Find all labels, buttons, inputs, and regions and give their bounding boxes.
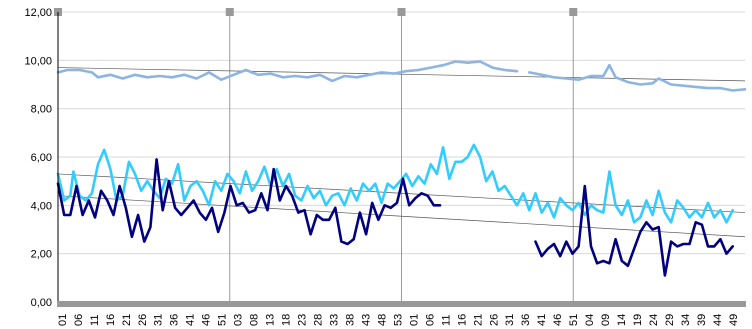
y-tick-label: 2,00 (31, 249, 52, 261)
series-b-line (56, 143, 734, 224)
x-tick-label: 19 (632, 314, 644, 326)
trend-line (57, 195, 746, 238)
x-tick-label: 16 (456, 314, 468, 326)
x-tick-label: 46 (201, 314, 213, 326)
y-tick-label: 8,00 (31, 104, 52, 116)
x-tick-label: 38 (345, 314, 357, 326)
block-separators (54, 8, 578, 302)
x-tick-label: 31 (153, 314, 165, 326)
x-tick-label: 49 (728, 314, 740, 326)
x-tick-label: 43 (360, 314, 372, 326)
x-tick-label: 08 (249, 314, 261, 326)
series-a-line (56, 60, 519, 83)
x-tick-label: 26 (137, 314, 149, 326)
trend-line (57, 67, 746, 82)
x-tick-label: 14 (616, 314, 628, 326)
x-tick-label: 06 (424, 314, 436, 326)
series-lines (56, 60, 747, 277)
block-marker (397, 8, 406, 16)
x-tick-label: 36 (169, 314, 181, 326)
x-tick-label: 18 (281, 314, 293, 326)
x-tick-label: 53 (392, 314, 404, 326)
x-tick-label: 23 (297, 314, 309, 326)
x-tick-label: 03 (233, 314, 245, 326)
x-tick-label: 29 (664, 314, 676, 326)
x-tick-label: 51 (217, 314, 229, 326)
series-c-line (56, 158, 442, 246)
x-tick-label: 21 (121, 314, 133, 326)
x-tick-label: 09 (600, 314, 612, 326)
x-tick-label: 48 (376, 314, 388, 326)
series-a-line (528, 63, 747, 92)
y-tick-label: 6,00 (31, 152, 52, 164)
y-axis-tick-labels: 0,00 2,00 4,00 6,00 8,00 10,00 12,00 (24, 7, 52, 309)
x-tick-label: 33 (329, 314, 341, 326)
x-tick-label: 21 (472, 314, 484, 326)
x-tick-label: 41 (536, 314, 548, 326)
x-tick-label: 01 (57, 314, 69, 326)
x-tick-label: 28 (313, 314, 325, 326)
x-tick-label: 01 (408, 314, 420, 326)
block-marker (225, 8, 234, 16)
x-tick-label: 46 (552, 314, 564, 326)
x-axis-bar (57, 301, 746, 307)
block-marker (569, 8, 578, 16)
y-tick-label: 4,00 (31, 200, 52, 212)
axes (57, 12, 746, 307)
x-tick-label: 26 (488, 314, 500, 326)
x-tick-label: 44 (712, 314, 724, 326)
y-tick-label: 0,00 (31, 297, 52, 309)
x-tick-label: 13 (265, 314, 277, 326)
x-tick-label: 04 (584, 314, 596, 326)
x-tick-label: 11 (440, 315, 452, 326)
x-tick-label: 41 (185, 314, 197, 326)
x-tick-label: 36 (520, 314, 532, 326)
x-axis-tick-labels: 01 06 11 16 21 26 31 36 41 46 51 03 08 13 18 23 28 33 38 43… (57, 314, 740, 326)
x-tick-label: 24 (648, 314, 660, 326)
x-tick-label: 51 (568, 314, 580, 326)
y-tick-label: 12,00 (24, 7, 52, 19)
series-c-line (534, 184, 734, 277)
x-tick-label: 06 (73, 314, 85, 326)
x-tick-label: 34 (680, 314, 692, 326)
x-tick-label: 11 (89, 315, 101, 326)
x-tick-label: 31 (504, 314, 516, 326)
y-tick-label: 10,00 (24, 55, 52, 67)
x-tick-label: 16 (105, 314, 117, 326)
x-tick-label: 39 (696, 314, 708, 326)
